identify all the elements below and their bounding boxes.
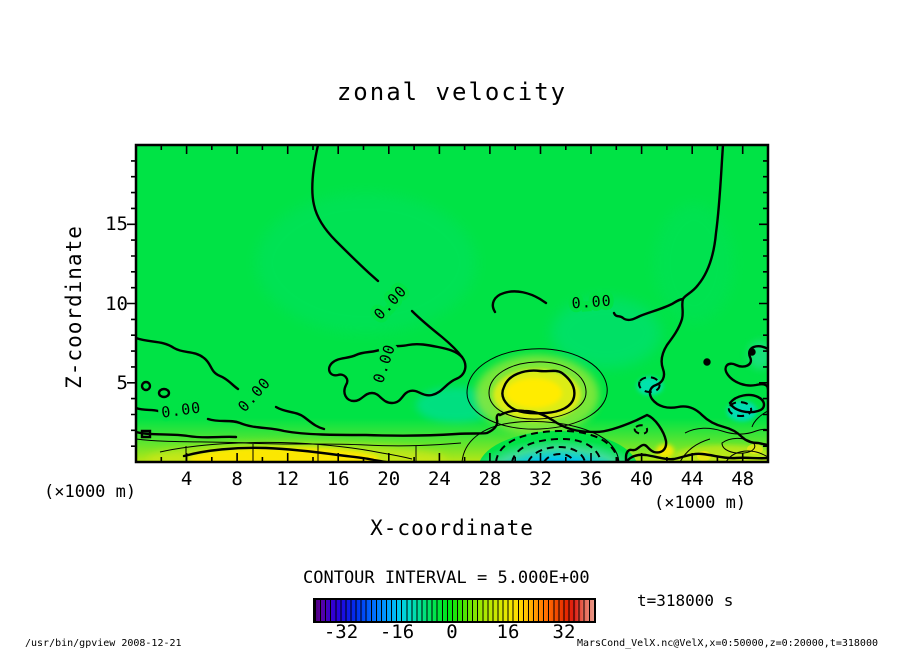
x-tick-8: 8 (231, 468, 243, 490)
zero-contours (136, 145, 768, 462)
colorbar (313, 598, 596, 623)
x-tick-28: 28 (478, 468, 502, 490)
colorbar-tick-neg16: -16 (379, 621, 415, 643)
colorbar-tick-neg32: -32 (323, 621, 359, 643)
x-tick-4: 4 (180, 468, 193, 490)
x-tick-44: 44 (680, 468, 704, 490)
x-axis-unit: (×1000 m) (654, 493, 747, 513)
data-source-footer: MarsCond_VelX.nc@VelX,x=0:50000,z=0:2000… (576, 638, 878, 649)
x-tick-20: 20 (377, 468, 401, 490)
colorbar-tick-16: 16 (496, 621, 520, 643)
y-tick-10: 10 (105, 293, 128, 315)
axis-ticks (127, 145, 768, 462)
x-tick-32: 32 (529, 468, 552, 490)
thin-contours (136, 348, 768, 462)
x-tick-24: 24 (427, 468, 451, 490)
x-axis-label: X-coordinate (370, 516, 534, 540)
zero-label-3: 0.00 (571, 292, 612, 313)
program-footer: /usr/bin/gpview 2008-12-21 (25, 638, 182, 649)
x-tick-48: 48 (731, 468, 755, 490)
colorbar-tick-0: 0 (446, 621, 458, 643)
field-fill (136, 145, 768, 462)
time-label: t=318000 s (637, 591, 734, 610)
contour-interval-caption: CONTOUR INTERVAL = 5.000E+00 (303, 568, 590, 588)
plot-border (134, 143, 770, 464)
colorbar-tick-32: 32 (552, 621, 576, 643)
y-tick-15: 15 (105, 213, 128, 235)
x-tick-36: 36 (579, 468, 603, 490)
plot-title: zonal velocity (336, 78, 568, 106)
x-tick-12: 12 (276, 468, 300, 490)
y-tick-5: 5 (116, 372, 128, 394)
contour-plot: 0.00 0.00 0.00 0.00 0.00 (127, 143, 770, 464)
yellow-maximum (506, 378, 562, 408)
x-tick-16: 16 (326, 468, 350, 490)
y-axis-unit: (×1000 m) (44, 482, 137, 502)
x-tick-40: 40 (630, 468, 654, 490)
